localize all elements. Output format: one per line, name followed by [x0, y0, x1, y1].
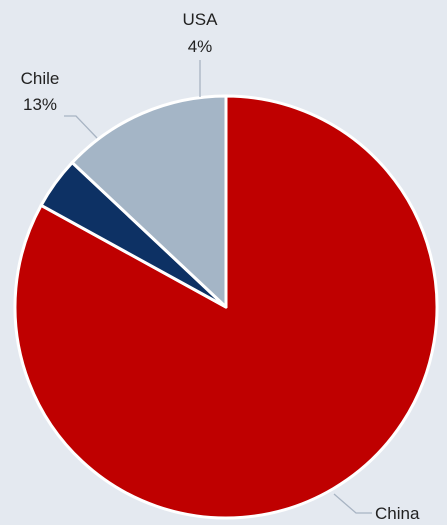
pie-slices: [13, 94, 439, 520]
pie-leader-lines: [64, 60, 372, 514]
leader-line-chile: [64, 115, 98, 139]
slice-value-label-chile: 13%: [23, 95, 57, 114]
slice-label-usa: USA: [183, 10, 219, 29]
leader-line-china: [333, 493, 372, 514]
slice-label-chile: Chile: [21, 69, 60, 88]
pie-slice-chile: [70, 94, 228, 309]
slice-label-china: China: [375, 504, 420, 523]
slice-value-label-usa: 4%: [188, 37, 213, 56]
pie-labels: China USA 4% Chile 13%: [21, 10, 420, 523]
